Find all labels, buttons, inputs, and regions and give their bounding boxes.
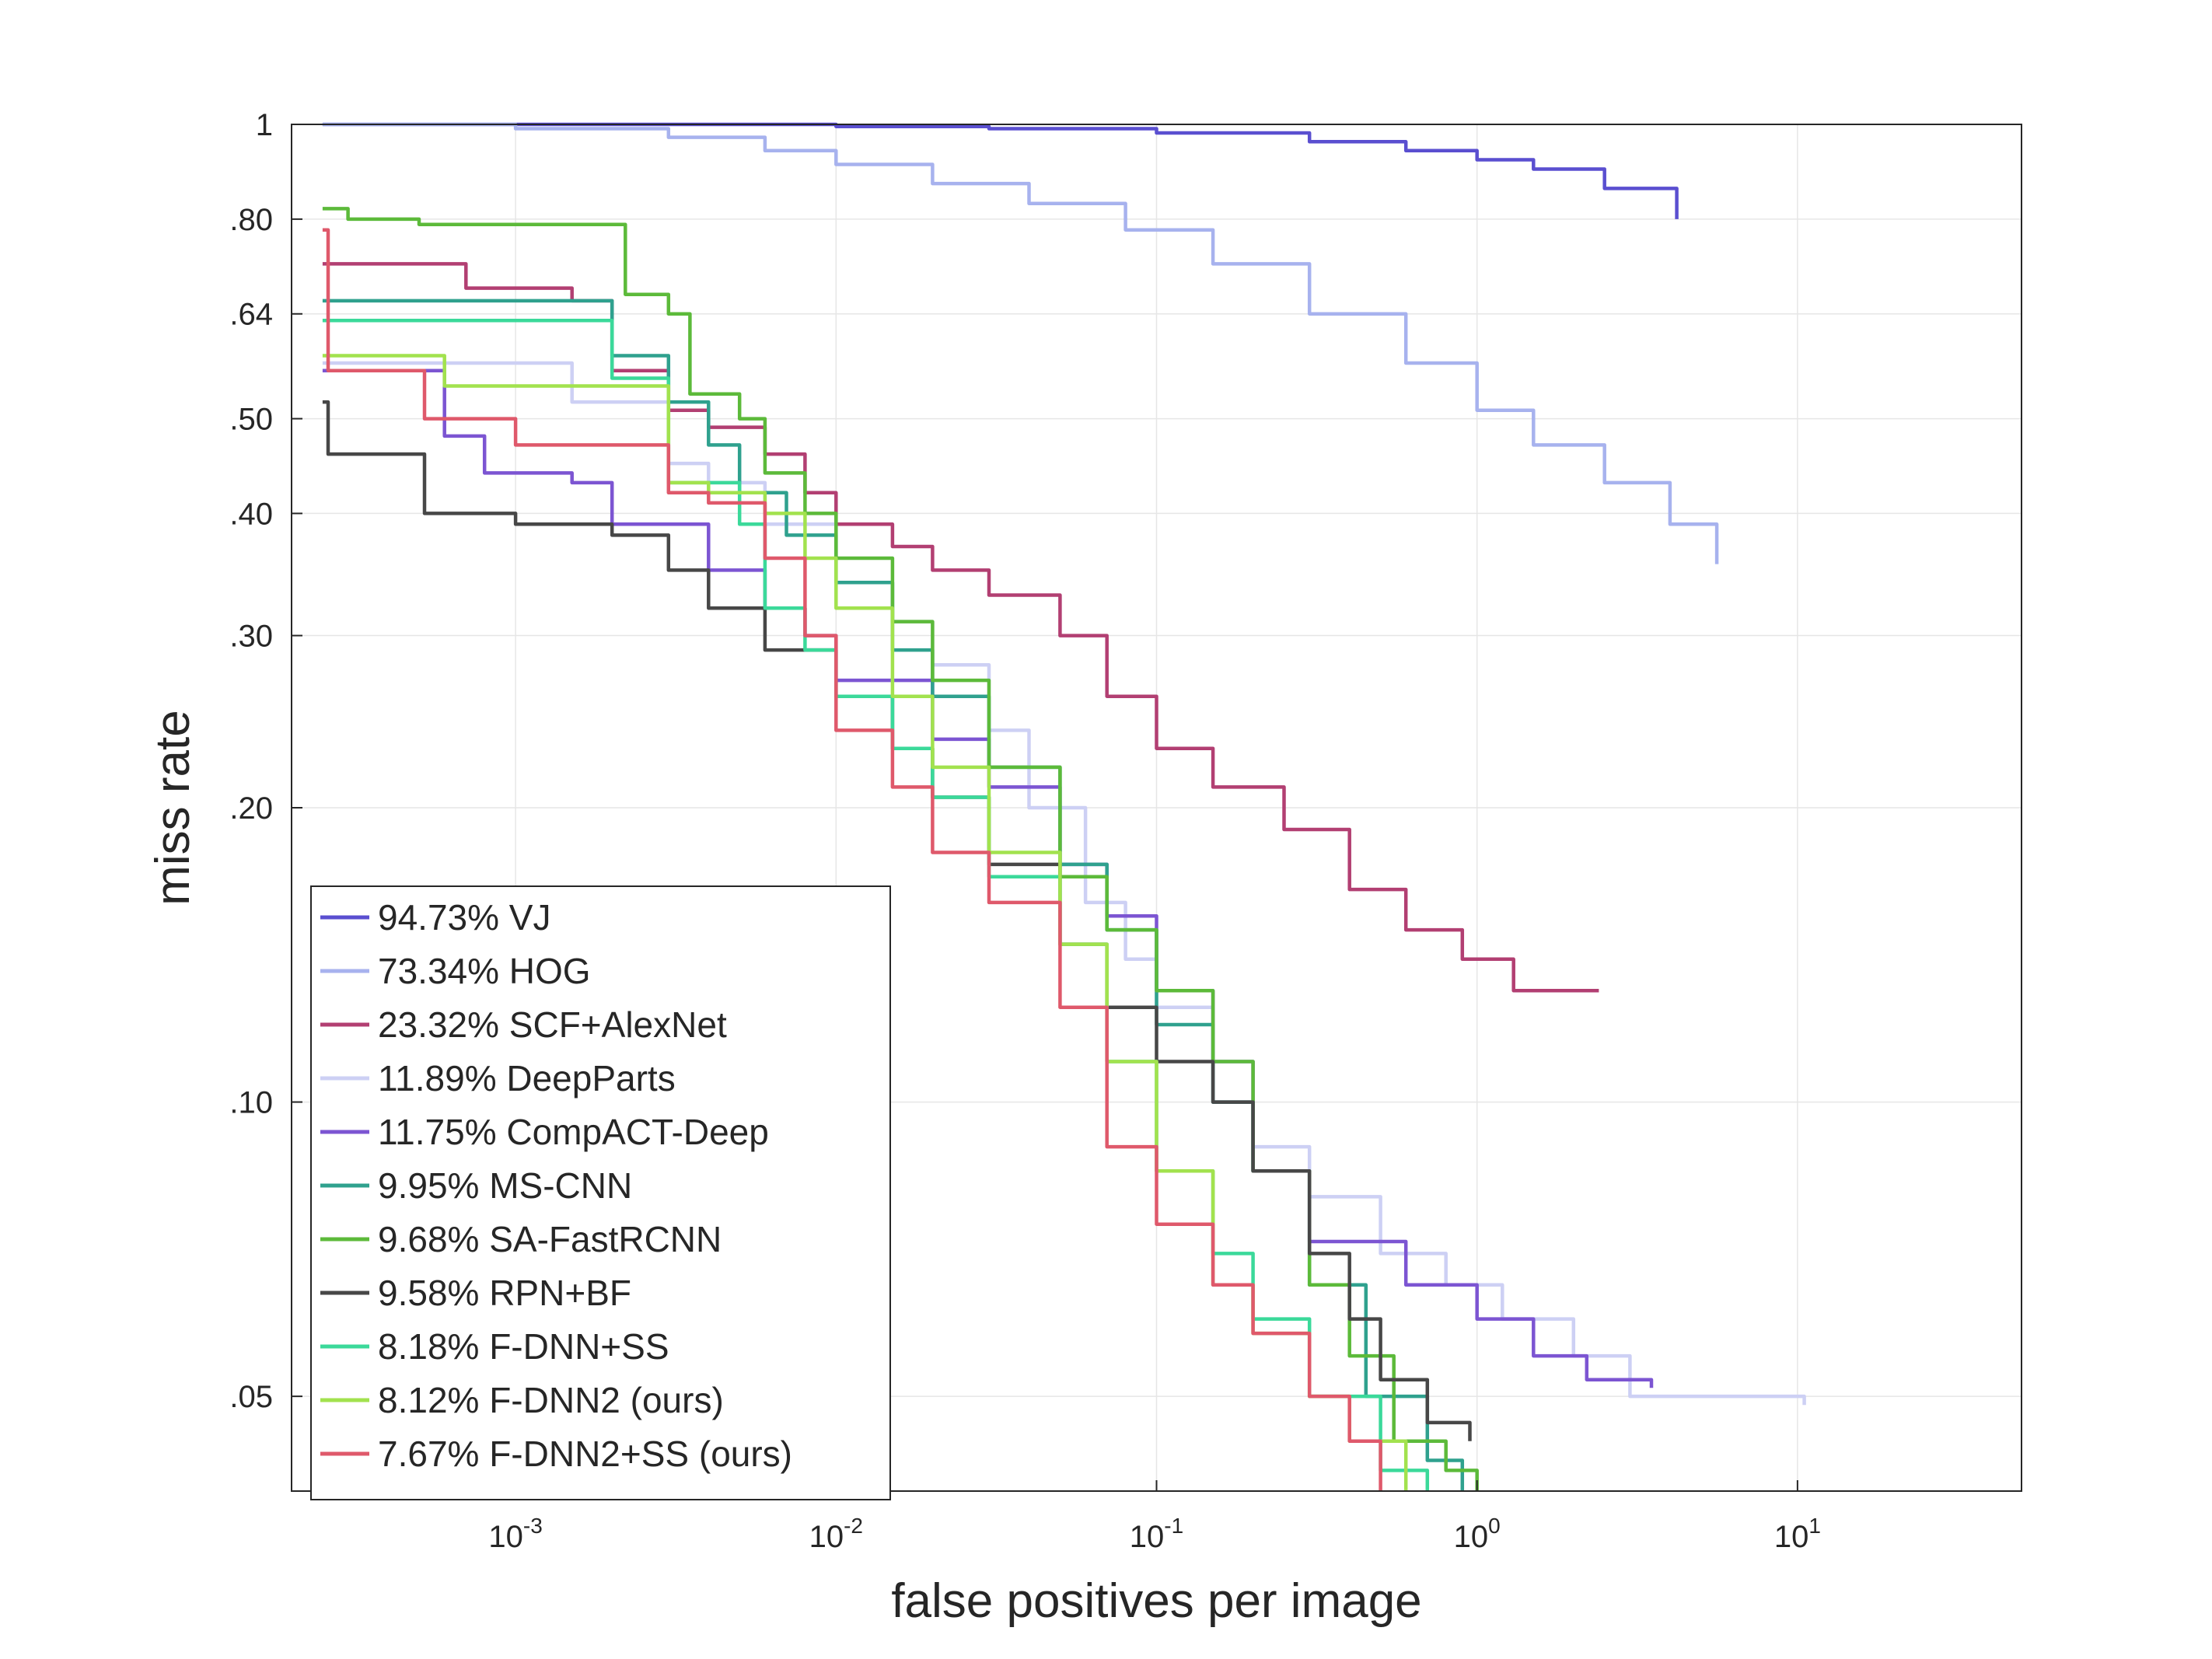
grid [292,124,2022,1491]
y-axis-label: miss rate [146,710,200,905]
x-tick-label: 10-2 [809,1514,863,1554]
x-tick-label: 10-3 [488,1514,542,1554]
y-tick-label: .40 [229,497,273,531]
x-tick-base: 10 [809,1520,844,1554]
legend-label: 23.32% SCF+AlexNet [378,1004,727,1045]
x-tick-exponent: -3 [523,1514,543,1538]
x-tick-label: 10-1 [1130,1514,1183,1554]
x-tick-label: 100 [1454,1514,1501,1554]
series-line [322,368,1654,1388]
legend-label: 73.34% HOG [378,951,591,991]
y-tick-label: .80 [229,203,273,237]
series-lines [322,122,1806,1491]
y-tick-label: .64 [229,298,273,332]
series-line [322,207,1479,1491]
y-tick-label: 1 [256,108,273,142]
y-tick-label: .05 [229,1380,273,1414]
y-tick-label: .20 [229,791,273,826]
x-tick-base: 10 [488,1520,523,1554]
legend-box [310,885,891,1500]
y-tick-label: .50 [229,403,273,437]
legend-label: 11.89% DeepParts [378,1058,676,1098]
legend-label: 7.67% F-DNN2+SS (ours) [378,1434,792,1474]
x-axis-label: false positives per image [891,1574,1421,1628]
legend-label: 9.58% RPN+BF [378,1273,631,1313]
ticks: 10-3 10-2 10-1 100 1011.80.64.50.40.30.20.10… [229,108,1821,1554]
legend-label: 8.12% F-DNN2 (ours) [378,1380,724,1420]
x-tick-exponent: -1 [1164,1514,1183,1538]
x-tick-base: 10 [1130,1520,1165,1554]
legend-label: 8.18% F-DNN+SS [378,1326,669,1367]
y-tick-label: .10 [229,1086,273,1120]
x-tick-exponent: 0 [1488,1514,1501,1538]
x-tick-exponent: 1 [1808,1514,1821,1538]
series-line [322,228,1382,1491]
legend-label: 9.68% SA-FastRCNN [378,1219,722,1259]
series-line [322,122,1679,219]
y-tick-label: .30 [229,620,273,654]
series-line [322,319,1430,1491]
legend-label: 11.75% CompACT-Deep [378,1112,769,1152]
x-tick-base: 10 [1454,1520,1489,1554]
x-tick-exponent: -2 [844,1514,863,1538]
x-tick-base: 10 [1774,1520,1809,1554]
series-line [322,122,1719,564]
legend: 94.73% VJ 73.34% HOG 23.32% SCF+AlexNet 11.… [310,885,891,1500]
legend-label: 9.95% MS-CNN [378,1165,632,1206]
x-tick-label: 101 [1774,1514,1821,1554]
legend-label: 94.73% VJ [378,897,550,938]
